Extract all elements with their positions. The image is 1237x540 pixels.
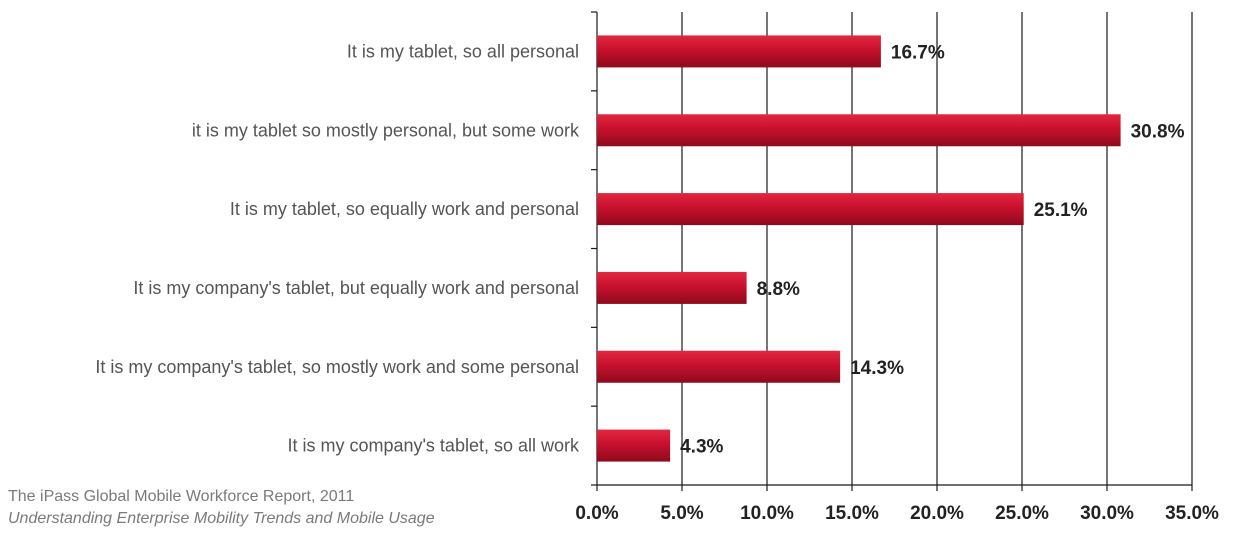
gridlines <box>681 12 1193 485</box>
labels: 0.0% 5.0% 10.0% 15.0% 20.0% 25.0% 30.0% 35.0% It… <box>95 41 1219 524</box>
x-tick-label: 0.0% <box>575 503 618 524</box>
bar <box>597 429 671 462</box>
x-tick-label: 30.0% <box>1080 503 1134 524</box>
value-label: 16.7% <box>891 42 945 63</box>
category-label: It is my tablet, so equally work and per… <box>230 199 579 219</box>
x-tick-label: 5.0% <box>660 503 703 524</box>
value-label: 30.8% <box>1131 121 1185 142</box>
source-citation: The iPass Global Mobile Workforce Report… <box>8 488 355 505</box>
category-label: It is my company's tablet, so all work <box>287 436 580 456</box>
value-label: 4.3% <box>680 437 723 458</box>
category-label: it is my tablet so mostly personal, but … <box>192 120 580 140</box>
value-label: 14.3% <box>850 358 904 379</box>
value-label: 8.8% <box>757 279 800 300</box>
x-tick-label: 15.0% <box>825 503 879 524</box>
bar <box>597 271 747 304</box>
bar <box>597 350 841 383</box>
value-label: 25.1% <box>1034 200 1088 221</box>
category-label: It is my company's tablet, but equally w… <box>133 278 579 298</box>
axes <box>591 11 1193 491</box>
category-label: It is my company's tablet, so mostly wor… <box>95 357 579 377</box>
bar <box>597 114 1121 147</box>
bar <box>597 35 881 68</box>
source-subtitle: Understanding Enterprise Mobility Trends… <box>8 510 435 527</box>
x-tick-label: 20.0% <box>910 503 964 524</box>
bars <box>597 35 1121 462</box>
x-tick-label: 35.0% <box>1165 503 1219 524</box>
bar <box>597 193 1024 226</box>
category-label: It is my tablet, so all personal <box>347 41 579 61</box>
x-tick-label: 25.0% <box>995 503 1049 524</box>
x-tick-label: 10.0% <box>740 503 794 524</box>
